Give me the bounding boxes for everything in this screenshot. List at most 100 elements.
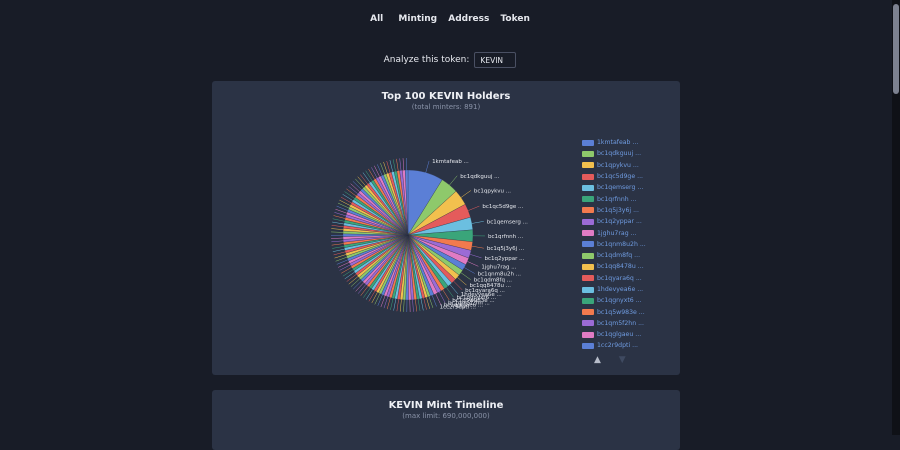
legend-item[interactable]: bc1qc5d9ge ... <box>582 171 678 182</box>
pie-leader-line <box>464 268 474 274</box>
legend-label: bc1qglgaeu ... <box>597 331 641 338</box>
legend-item[interactable]: 1cc2r9dpti ... <box>582 340 678 351</box>
legend-next-icon[interactable]: ▼ <box>619 355 626 365</box>
pie-leader-line <box>345 272 355 279</box>
legend-item[interactable]: bc1qrfnnh ... <box>582 193 678 204</box>
pie-leader-line <box>334 252 346 255</box>
pie-leader-line <box>335 209 346 213</box>
pie-leader-line <box>387 161 390 173</box>
pie-leader-line <box>421 299 423 311</box>
legend-swatch <box>582 309 594 315</box>
pie-leader-line <box>387 298 390 310</box>
pie-leader-line <box>454 281 462 290</box>
legend-item[interactable]: bc1qyara6q ... <box>582 273 678 284</box>
pie-leader-line <box>372 292 378 303</box>
pie-leader-line <box>394 299 396 311</box>
pie-label: bc1qnm8u2h ... <box>478 272 522 278</box>
legend-item[interactable]: bc1qdkguuj ... <box>582 148 678 159</box>
pie-leader-line <box>366 171 373 181</box>
pie-leader-line <box>472 221 484 223</box>
legend-swatch <box>582 196 594 202</box>
pie-leader-line <box>351 184 360 192</box>
legend-swatch <box>582 320 594 326</box>
pie-leader-line <box>426 297 429 309</box>
legend-label: bc1q5w983e ... <box>597 309 645 316</box>
nav-minting[interactable]: Minting <box>398 14 437 24</box>
legend-label: bc1qemserg ... <box>597 184 643 191</box>
pie-leader-line <box>353 181 362 189</box>
pie-leader-line <box>332 244 344 246</box>
pie-leader-line <box>446 287 453 297</box>
legend-item[interactable]: bc1q5w983e ... <box>582 306 678 317</box>
page-scrollbar[interactable] <box>892 0 900 435</box>
pie-leader-line <box>368 169 374 179</box>
legend-item[interactable]: bc1q5j3y6j ... <box>582 205 678 216</box>
pie-leader-line <box>371 167 377 178</box>
legend-label: bc1qpykvu ... <box>597 162 639 169</box>
pie-leader-line <box>332 225 344 227</box>
pie-leader-line <box>415 300 416 312</box>
pie-leader-line <box>369 291 375 301</box>
timeline-panel: KEVIN Mint Timeline (max limit: 690,000,… <box>212 390 680 450</box>
legend-item[interactable]: bc1qdm8fq ... <box>582 250 678 261</box>
pie-leader-line <box>332 222 344 224</box>
legend-item[interactable]: bc1qemserg ... <box>582 182 678 193</box>
scrollbar-thumb[interactable] <box>893 4 899 94</box>
pie-leader-line <box>384 297 388 308</box>
pie-label: 1cc2r9dpti ... <box>440 304 477 310</box>
pie-leader-line <box>396 159 398 171</box>
legend-swatch <box>582 332 594 338</box>
pie-leader-line <box>358 284 366 293</box>
pie-leader-line <box>443 290 449 300</box>
pie-leader-line <box>349 277 358 285</box>
pie-leader-line <box>432 295 436 306</box>
legend-item[interactable]: 1jghu7rag ... <box>582 227 678 238</box>
legend-swatch <box>582 253 594 259</box>
pie-leader-line <box>360 175 367 184</box>
legend-item[interactable]: bc1qq8478u ... <box>582 261 678 272</box>
legend-item[interactable]: bc1qgnyxt6 ... <box>582 295 678 306</box>
legend-item[interactable]: 1hdevyea6e ... <box>582 284 678 295</box>
pie-label: bc1qdkguuj ... <box>460 174 499 180</box>
pie-label: bc1qemserg ... <box>487 219 528 225</box>
pie-leader-line <box>390 298 393 310</box>
legend-label: 1hdevyea6e ... <box>597 286 643 293</box>
pie-leader-line <box>472 246 484 248</box>
legend-swatch <box>582 219 594 225</box>
legend-item[interactable]: bc1qglgaeu ... <box>582 329 678 340</box>
legend-swatch <box>582 185 594 191</box>
pie-leader-line <box>424 298 427 310</box>
pie-leader-line <box>470 254 481 258</box>
analyze-label: Analyze this token: <box>384 55 470 65</box>
pie-leader-line <box>450 285 458 294</box>
pie-leader-line <box>363 288 370 298</box>
pie-leader-line <box>403 158 404 170</box>
legend-prev-icon[interactable]: ▲ <box>594 355 601 365</box>
pie-leader-line <box>334 216 346 219</box>
pie-leader-line <box>403 300 404 312</box>
pie-leader-line <box>457 277 466 285</box>
analyze-token-form: Analyze this token: <box>0 52 900 68</box>
pie-label: bc1qpykvu ... <box>474 189 511 195</box>
pie-leader-line <box>418 299 420 311</box>
legend-item[interactable]: 1kmtafeab ... <box>582 137 678 148</box>
nav-address[interactable]: Address <box>448 14 489 24</box>
legend-swatch <box>582 275 594 281</box>
legend-item[interactable]: bc1qpykvu ... <box>582 160 678 171</box>
legend-label: bc1qq8478u ... <box>597 263 644 270</box>
nav-token[interactable]: Token <box>500 14 529 24</box>
legend-label: 1cc2r9dpti ... <box>597 342 638 349</box>
legend-label: bc1qrfnnh ... <box>597 196 637 203</box>
legend-label: bc1q5j3y6j ... <box>597 207 639 214</box>
legend-item[interactable]: bc1qm5f2hn ... <box>582 318 678 329</box>
token-input[interactable] <box>474 52 516 68</box>
legend-item[interactable]: bc1qnm8u2h ... <box>582 239 678 250</box>
nav-all[interactable]: All <box>370 14 383 24</box>
pie-leader-line <box>331 229 343 230</box>
legend-item[interactable]: bc1q2yppar ... <box>582 216 678 227</box>
pie-leader-line <box>334 212 345 216</box>
pie-leader-line <box>361 286 368 295</box>
pie-leader-line <box>341 267 351 273</box>
pie-leader-line <box>335 255 346 259</box>
pie-leader-line <box>331 238 343 239</box>
